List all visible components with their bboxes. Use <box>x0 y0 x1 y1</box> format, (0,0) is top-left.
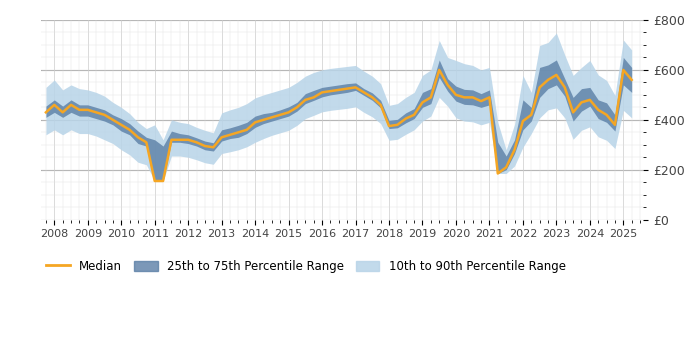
Legend: Median, 25th to 75th Percentile Range, 10th to 90th Percentile Range: Median, 25th to 75th Percentile Range, 1… <box>41 255 570 278</box>
